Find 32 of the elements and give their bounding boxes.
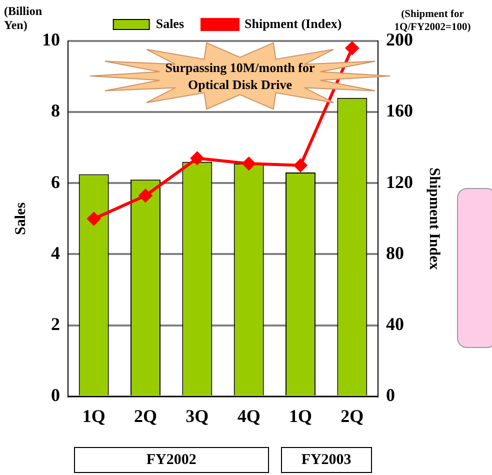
legend-label: Sales [156,16,184,31]
point [190,152,204,165]
text: FY2002 [74,447,269,473]
y-tick-label: 0 [51,385,60,406]
legend-label: Shipment (Index) [244,16,342,31]
y2-tick-label: 120 [386,172,413,192]
point [87,212,100,226]
y2-axis-title: Shipment Index [426,168,442,270]
y2-tick-label: 0 [386,385,395,406]
y-tick-label: 4 [51,242,60,263]
point [346,42,359,55]
point [139,189,152,202]
y-tick-label: 8 [51,100,60,121]
y-tick-label: 6 [51,172,60,192]
text: (Billion Yen) [4,4,42,32]
y-tick-label: 2 [51,314,60,334]
y-axis-title: Sales [12,202,29,235]
y2-tick-label: 160 [386,100,413,121]
point [294,158,307,172]
annotation: Surpassing 10M/month for Optical Disk Drive [165,59,315,93]
y2-tick-label: 80 [386,242,404,263]
point [242,157,256,170]
y-tick-label: 10 [42,30,60,50]
x-tick-label: 2Q [340,406,364,426]
x-tick-label: 1Q [288,406,312,426]
x-tick-label: 2Q [134,406,158,426]
y2-tick-label: 40 [386,314,404,334]
x-tick-label: 1Q [82,406,106,426]
text: FY2003 [280,447,372,473]
x-tick-label: 3Q [186,406,209,426]
x-tick-label: 4Q [237,406,260,426]
text: (Shipment for 1Q/FY2002=100) [393,8,472,34]
